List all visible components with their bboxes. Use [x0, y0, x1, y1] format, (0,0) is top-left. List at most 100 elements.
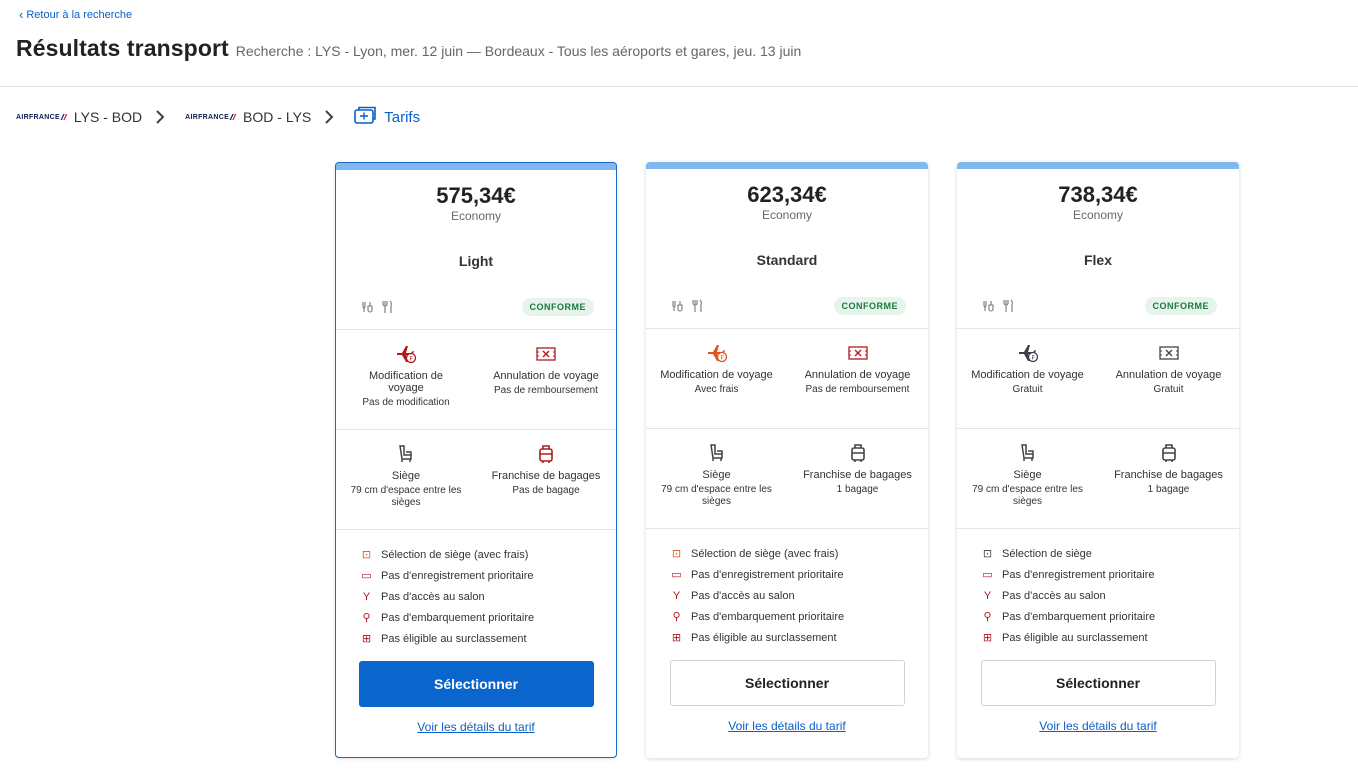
fares-icon	[354, 106, 377, 129]
fare-details-link[interactable]: Voir les détails du tarif	[728, 719, 846, 733]
select-fare-button[interactable]: Sélectionner	[669, 660, 905, 706]
benefit-priority-checkin: ▭ Pas d'enregistrement prioritaire	[982, 568, 1155, 582]
upgrade-icon: ⊞	[982, 632, 993, 644]
chevron-right-icon	[325, 110, 334, 124]
benefits-list: ⊡ Sélection de siège (avec frais) ▭ Pas d'…	[646, 529, 928, 648]
compliance-badge: CONFORME	[1144, 297, 1217, 315]
fare-card-light: 575,34€ Economy Light CONFORME ₣ Modific…	[335, 162, 617, 758]
benefit-upgrade: ⊞ Pas éligible au surclassement	[671, 631, 837, 645]
seat-info: Siège 79 cm d'espace entre les sièges	[957, 429, 1098, 528]
feature-grid-row1: ₣ Modification de voyage Pas de modifica…	[336, 330, 616, 429]
card-topbar	[646, 162, 928, 169]
seat-info: Siège 79 cm d'espace entre les sièges	[336, 430, 476, 529]
search-summary: Recherche : LYS - Lyon, mer. 12 juin — B…	[235, 43, 802, 59]
feature-value: Pas de bagage	[512, 485, 580, 496]
feature-value: 79 cm d'espace entre les sièges	[350, 485, 462, 508]
step-outbound-flight[interactable]: AIRFRANCE LYS - BOD	[16, 109, 142, 125]
seat-info: Siège 79 cm d'espace entre les sièges	[646, 429, 787, 528]
drinks-icon	[362, 302, 373, 313]
benefit-priority-boarding: ⚲ Pas d'embarquement prioritaire	[670, 606, 928, 627]
plane-change-icon: ₣	[957, 343, 1098, 363]
feature-value: Gratuit	[1153, 384, 1184, 395]
chevron-right-icon	[156, 110, 165, 124]
cocktail-icon: Y	[362, 590, 371, 603]
benefit-priority-checkin: ▭ Pas d'enregistrement prioritaire	[361, 569, 534, 583]
select-fare-button[interactable]: Sélectionner	[980, 660, 1216, 706]
fare-name: Flex	[1083, 252, 1112, 268]
benefit-priority-boarding: ⚲ Pas d'embarquement prioritaire	[981, 606, 1239, 627]
card-topbar	[957, 162, 1239, 169]
step-fares[interactable]: Tarifs	[354, 106, 420, 129]
separator	[646, 428, 928, 429]
fare-details-link[interactable]: Voir les détails du tarif	[1039, 719, 1157, 733]
cutlery-icon	[1003, 299, 1013, 312]
seat-selection-icon: ⊡	[982, 548, 993, 560]
step-label: LYS - BOD	[73, 109, 143, 125]
fare-name: Light	[458, 253, 494, 269]
feature-value: Pas de remboursement	[494, 385, 598, 396]
cancellation-icon	[1098, 343, 1239, 363]
benefit-seat-selection: ⊡ Sélection de siège (avec frais)	[671, 547, 839, 561]
baggage-info: Franchise de bagages Pas de bagage	[476, 430, 616, 529]
step-return-flight[interactable]: AIRFRANCE BOD - LYS	[185, 109, 311, 125]
benefits-list: ⊡ Sélection de siège (avec frais) ▭ Pas d'…	[336, 530, 616, 649]
plane-change-icon: ₣	[646, 343, 787, 363]
airline-logo: AIRFRANCE	[185, 114, 237, 121]
feature-title: Modification de voyage	[971, 369, 1084, 381]
feature-title: Annulation de voyage	[1115, 369, 1222, 381]
step-label: BOD - LYS	[243, 109, 312, 125]
feature-title: Siège	[391, 470, 421, 482]
back-to-search-link[interactable]: ‹ Retour à la recherche	[19, 8, 132, 21]
feature-value: 79 cm d'espace entre les sièges	[661, 484, 772, 507]
fare-price: 738,34€	[1058, 182, 1138, 207]
separator	[646, 528, 928, 529]
chevron-left-icon: ‹	[19, 7, 24, 22]
feature-title: Modification de voyage	[660, 369, 773, 381]
feature-value: 1 bagage	[1147, 484, 1190, 495]
boarding-icon: ⚲	[362, 612, 371, 624]
svg-text:₣: ₣	[409, 356, 413, 363]
meal-icons	[360, 300, 393, 314]
feature-title: Franchise de bagages	[491, 470, 601, 482]
separator	[957, 428, 1239, 429]
cutlery-icon	[692, 299, 702, 312]
cancellation-policy: Annulation de voyage Gratuit	[1098, 329, 1239, 428]
fare-price: 575,34€	[436, 183, 516, 208]
meal-row: CONFORME	[336, 297, 616, 317]
fare-name: Standard	[756, 252, 818, 268]
checkin-icon: ▭	[671, 569, 682, 581]
separator	[336, 529, 616, 530]
fare-cabin: Economy	[761, 208, 813, 222]
benefit-upgrade: ⊞ Pas éligible au surclassement	[982, 631, 1148, 645]
plane-change-icon: ₣	[336, 344, 476, 364]
feature-grid-row1: ₣ Modification de voyage Avec frais Annu…	[646, 329, 928, 428]
upgrade-icon: ⊞	[361, 633, 372, 645]
svg-text:₣: ₣	[1031, 355, 1035, 362]
seat-icon	[336, 444, 476, 464]
baggage-info: Franchise de bagages 1 bagage	[1098, 429, 1239, 528]
checkin-icon: ▭	[982, 569, 993, 581]
fare-card-standard: 623,34€ Economy Standard CONFORME ₣ Modi…	[646, 162, 928, 758]
feature-value: Gratuit	[1012, 384, 1043, 395]
header-divider	[0, 86, 1358, 87]
fare-card-flex: 738,34€ Economy Flex CONFORME ₣ Modifica…	[957, 162, 1239, 758]
select-fare-button[interactable]: Sélectionner	[358, 661, 594, 707]
benefit-seat-selection: ⊡ Sélection de siège (avec frais)	[361, 548, 529, 562]
change-policy: ₣ Modification de voyage Avec frais	[646, 329, 787, 428]
benefit-priority-boarding: ⚲ Pas d'embarquement prioritaire	[360, 607, 616, 628]
separator	[336, 429, 616, 430]
feature-value: Pas de remboursement	[805, 384, 910, 395]
cancellation-policy: Annulation de voyage Pas de remboursemen…	[476, 330, 616, 429]
feature-title: Siège	[702, 469, 731, 481]
feature-value: 79 cm d'espace entre les sièges	[972, 484, 1083, 507]
fare-details-link[interactable]: Voir les détails du tarif	[417, 720, 535, 734]
title-row: Résultats transport Recherche : LYS - Ly…	[16, 35, 801, 62]
cancellation-icon	[787, 343, 928, 363]
boarding-icon: ⚲	[983, 611, 992, 623]
back-link-label: Retour à la recherche	[26, 8, 133, 21]
feature-title: Annulation de voyage	[493, 370, 599, 382]
seat-selection-icon: ⊡	[671, 548, 682, 560]
benefit-priority-checkin: ▭ Pas d'enregistrement prioritaire	[671, 568, 844, 582]
cancellation-icon	[476, 344, 616, 364]
cocktail-icon: Y	[983, 589, 992, 602]
